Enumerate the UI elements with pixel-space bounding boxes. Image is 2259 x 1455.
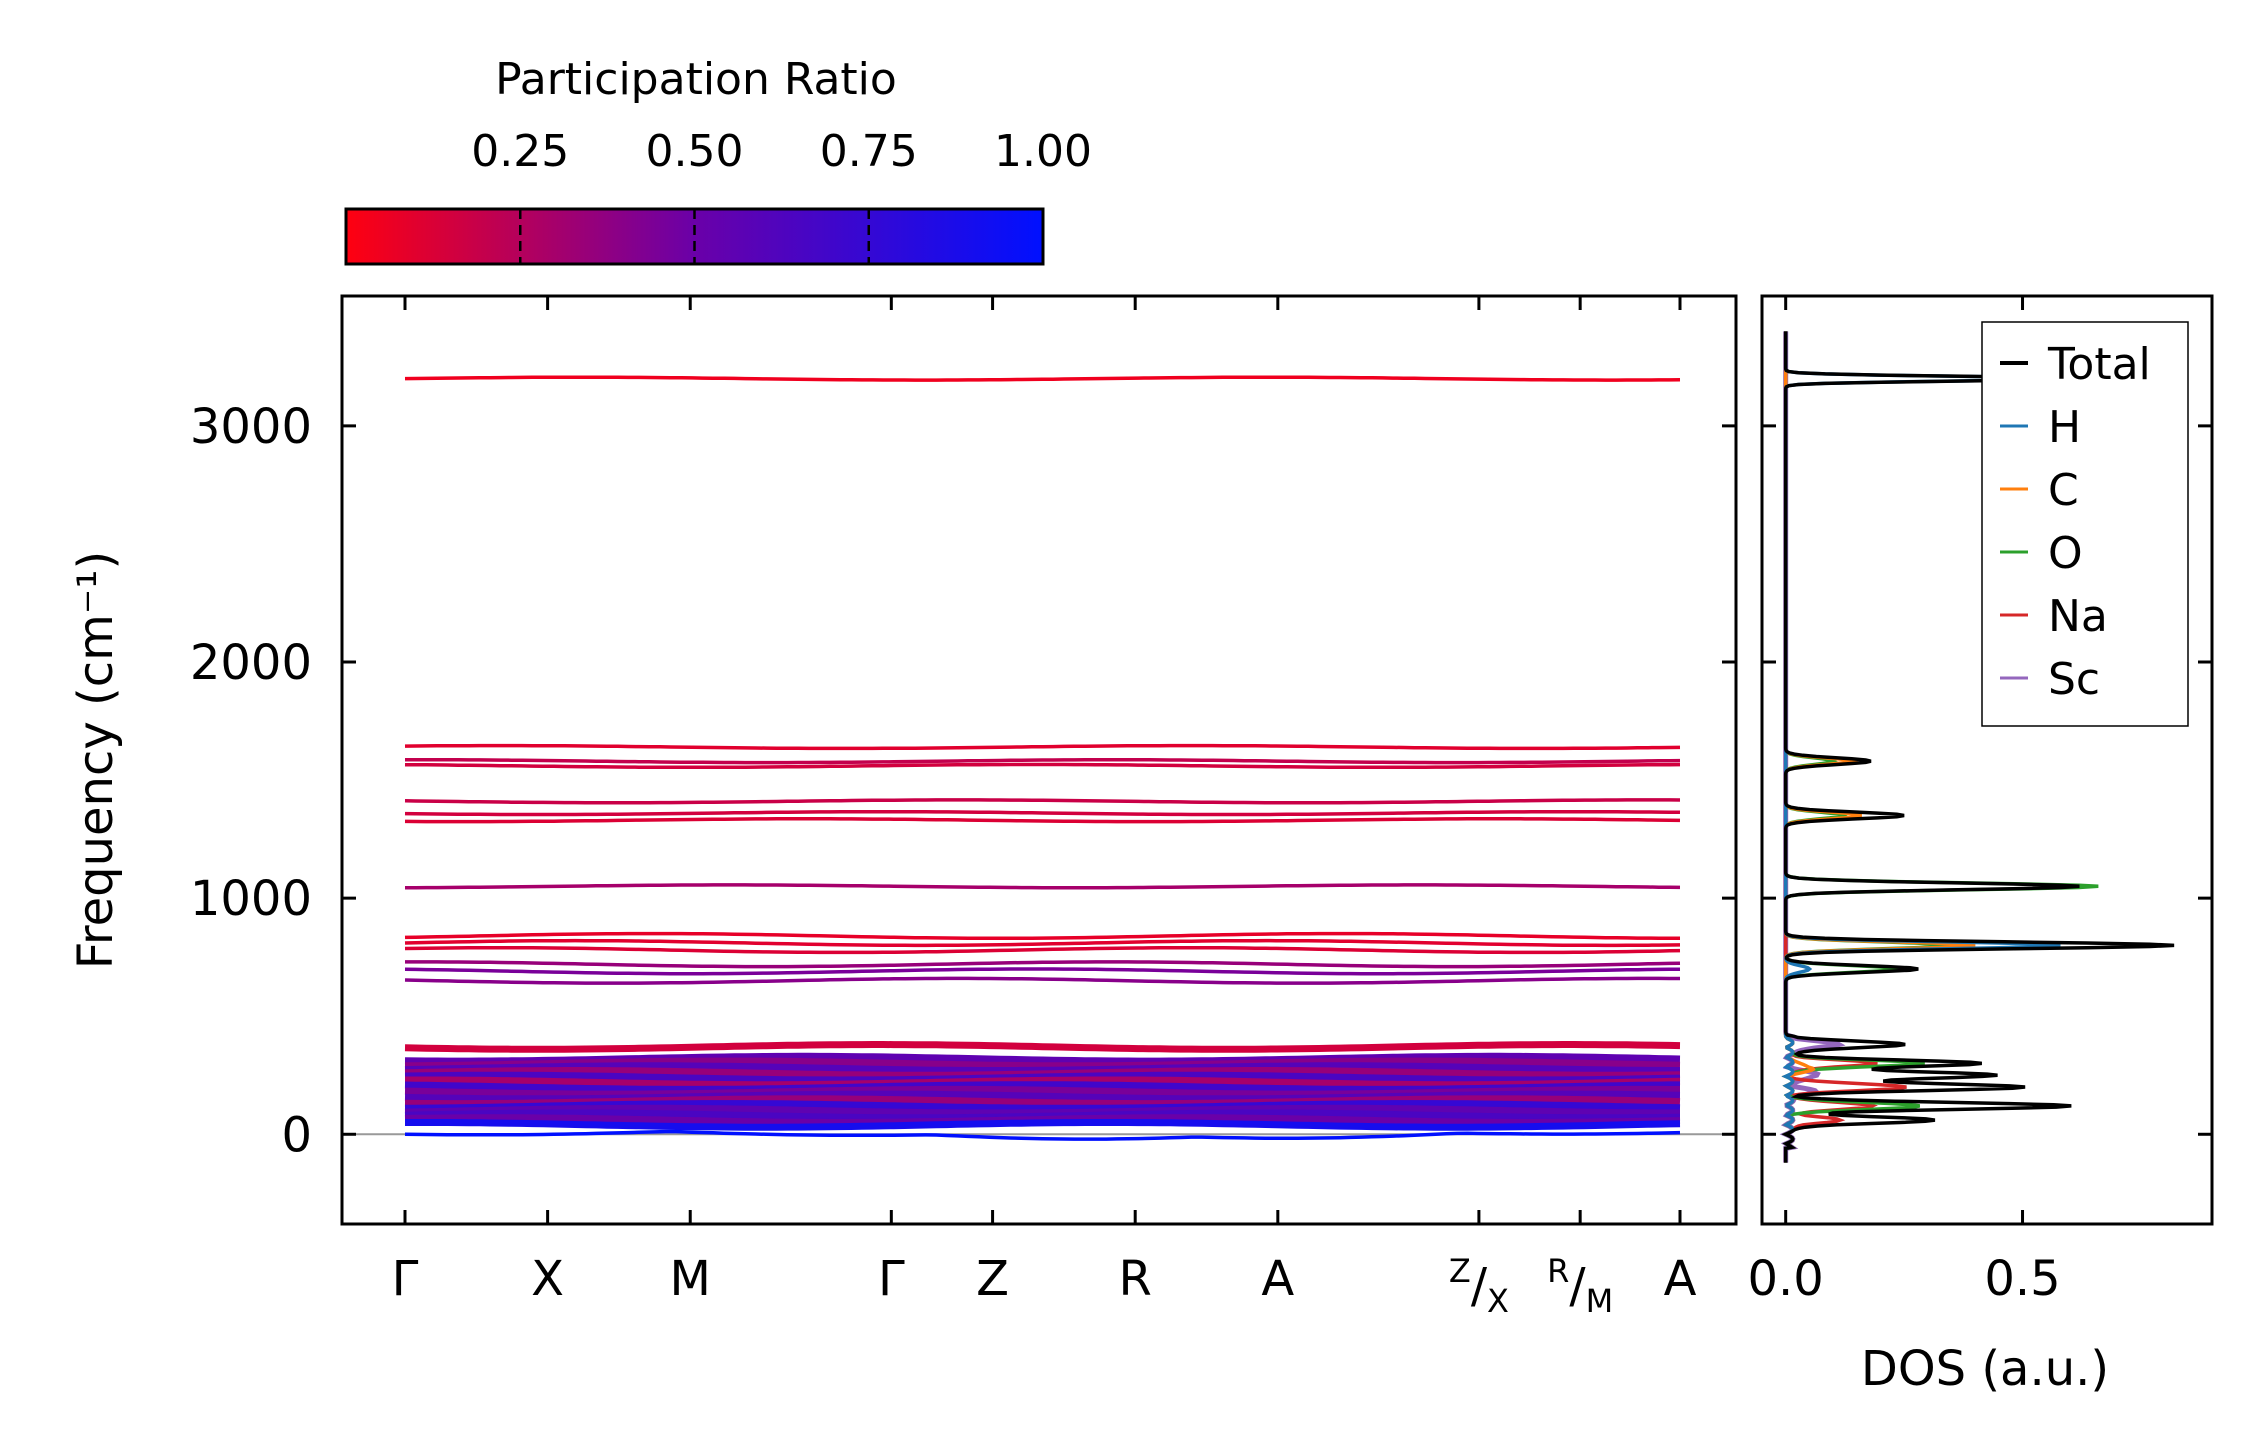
y-tick-label: 3000 [190, 399, 312, 455]
dos-y-ticks [1762, 424, 2212, 1136]
colorbar-tick-label: 1.00 [994, 126, 1092, 177]
phonon-band [404, 1129, 1681, 1141]
kpath-label: R/M [1547, 1252, 1613, 1320]
kpath-ticks [403, 296, 1682, 1224]
phonon-band [404, 762, 1681, 770]
phonon-band [404, 931, 1680, 941]
kpath-label: X [531, 1251, 564, 1307]
dos-x-tick-label: 0.0 [1748, 1251, 1824, 1307]
kpath-label: Γ [392, 1251, 419, 1307]
y-axis-tick-labels: 0 1000 2000 3000 [190, 399, 312, 1163]
phonon-band [405, 1119, 1681, 1131]
colorbar-label: Participation Ratio [495, 54, 897, 105]
phonon-band [404, 976, 1680, 985]
phonon-band [404, 967, 1681, 976]
y-tick-label: 2000 [190, 635, 312, 691]
kpath-label: A [1261, 1251, 1294, 1307]
kpath-label: Z [976, 1251, 1009, 1307]
legend-label-na: Na [2048, 591, 2108, 642]
phonon-band [404, 743, 1681, 751]
legend-label-h: H [2048, 402, 2081, 453]
phonon-band [404, 1041, 1681, 1053]
phonon-band [405, 883, 1681, 890]
legend-label-c: C [2048, 465, 2079, 516]
band-axes-frame [340, 294, 1738, 1226]
kpath-label: Z/X [1449, 1252, 1509, 1320]
colorbar-tick-label: 0.50 [646, 126, 744, 177]
dos-x-tick-label: 0.5 [1984, 1251, 2060, 1307]
phonon-band [405, 960, 1681, 969]
legend-box [1981, 321, 2189, 727]
phonon-band [404, 1062, 1680, 1074]
dos-panel: 0.0 0.5 DOS (a.u.) Total HCO Na Sc [1748, 294, 2214, 1397]
dos-axes-frame [1760, 294, 2214, 1226]
dos-series [1779, 331, 2175, 1163]
y-axis-label: Frequency (cm⁻¹) [68, 551, 124, 969]
dos-legend: Total HCO Na Sc [1981, 321, 2189, 727]
kpath-labels: Γ X M Γ Z R A Z/X R/M A [392, 1251, 1697, 1320]
dos-x-ticks [1784, 296, 2025, 1224]
y-axis-ticks [342, 424, 1736, 1136]
phonon-band [404, 798, 1681, 805]
kpath-label: M [670, 1251, 711, 1307]
phonon-band [405, 1076, 1681, 1089]
colorbar-ticks [519, 209, 870, 264]
phonon-band [405, 1057, 1681, 1070]
y-tick-label: 0 [281, 1107, 312, 1163]
phonon-band [404, 945, 1681, 955]
phonon-band [405, 1100, 1681, 1112]
kpath-label: R [1119, 1251, 1152, 1307]
phonon-band [404, 817, 1681, 824]
legend-label-sc: Sc [2048, 654, 2100, 705]
dos-x-tick-labels: 0.0 0.5 [1748, 1251, 2061, 1307]
legend-label-total: Total [2047, 339, 2151, 390]
phonon-band [404, 375, 1681, 382]
colorbar-tick-label: 0.75 [820, 126, 918, 177]
kpath-label: A [1664, 1251, 1697, 1307]
phonon-band [404, 809, 1681, 817]
phonon-band [405, 758, 1681, 765]
colorbar: Participation Ratio 0.25 0.50 0.75 1.00 [344, 54, 1092, 266]
colorbar-tick-labels: 0.25 0.50 0.75 1.00 [471, 126, 1092, 177]
legend-label-o: O [2048, 528, 2083, 579]
dos-line-total [1781, 331, 2175, 1163]
kpath-label: Γ [878, 1251, 905, 1307]
band-structure-panel: Γ X M Γ Z R A Z/X R/M A 0 1000 2000 3000 Frequency (… [68, 294, 1738, 1320]
y-tick-label: 1000 [190, 871, 312, 927]
dos-x-axis-label: DOS (a.u.) [1861, 1341, 2109, 1397]
phonon-band [404, 938, 1681, 948]
phonon-bands [404, 375, 1681, 1141]
colorbar-tick-label: 0.25 [471, 126, 569, 177]
